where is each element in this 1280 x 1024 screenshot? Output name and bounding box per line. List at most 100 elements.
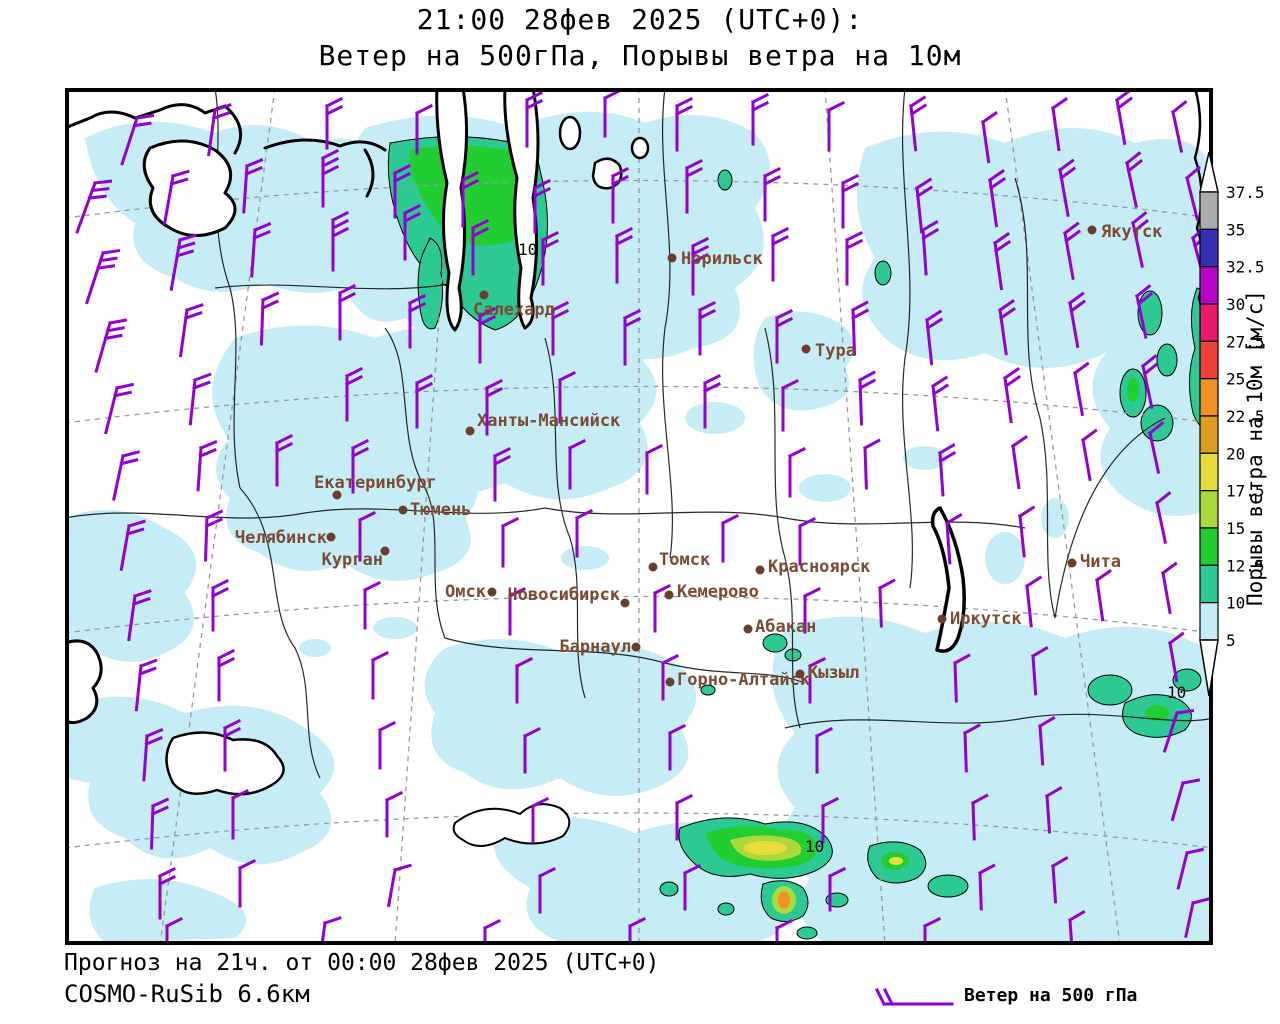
wind-barb-icon [114,449,138,502]
city-dot [399,506,408,515]
city-label: Екатеринбург [314,473,437,493]
colorbar-arrow-up [1200,152,1218,192]
wind-barb-icon [1096,571,1116,619]
wind-barb-icon [190,373,209,425]
city-label: Норильск [681,249,763,269]
city-dot [327,533,336,542]
colorbar: 37.53532.53027.52522.52017.51512.5105 По… [1196,148,1280,728]
footer: Прогноз на 21ч. от 00:00 28фев 2025 (UTC… [64,948,659,1010]
wind-barb-icon [1082,431,1104,480]
colorbar-segment [1200,192,1218,229]
model-info: COSMO-RuSib 6.6км [64,978,659,1010]
city-dot [756,566,765,575]
city-marker-Омск: Омск [445,582,496,602]
city-label: Новосибирск [507,585,620,605]
wind-barb-icon [240,861,254,906]
wind-barb-icon [1004,369,1025,421]
city-label: Челябинск [235,528,327,548]
city-marker-Барнаул: Барнаул [559,637,640,657]
city-dot [668,254,677,263]
city-dot [1088,226,1097,235]
city-label: Якутск [1101,222,1162,242]
colorbar-segment [1200,565,1218,602]
wind-barb-icon [865,441,881,488]
city-dot [744,625,753,634]
wind-barb-icon [373,653,387,698]
wind-barb-icon [365,583,379,628]
city-marker-Красноярск: Красноярск [756,557,871,577]
city-dot [796,670,805,679]
wind-barb-icon [1116,91,1139,144]
contour-label: 10 [518,240,537,259]
wind-barb-icon [1162,564,1184,613]
colorbar-segment [1200,453,1218,490]
colorbar-segment [1200,341,1218,378]
colorbar-tick-label: 5 [1226,631,1236,650]
city-marker-Норильск: Норильск [668,249,763,269]
wind-barb-icon [860,373,876,424]
weather-map-page: { "title": { "line1": "21:00 28фев 2025 … [0,0,1280,1024]
colorbar-tick-label: 37.5 [1226,183,1265,202]
colorbar-arrow-down [1200,640,1218,696]
city-label: Иркутск [950,609,1022,629]
city-marker-Курган: Курган [322,547,390,571]
colorbar-segment [1200,379,1218,416]
wind-barb-icon [219,651,233,700]
map-title: 21:00 28фев 2025 (UTC+0): Ветер на 500гП… [0,2,1280,74]
wind-barb-icon [380,723,394,768]
colorbar-segment [1200,229,1218,266]
wind-barb-icon [87,246,119,306]
city-marker-Чита: Чита [1068,552,1121,572]
contour-label: 10 [1167,683,1186,702]
colorbar-segment [1200,267,1218,304]
city-dot [1068,559,1077,568]
wind-legend-label: Ветер на 500 гПа [964,985,1137,1006]
city-marker-Томск: Томск [649,550,711,572]
wind-barb-icon [1026,578,1045,626]
forecast-info: Прогноз на 21ч. от 00:00 28фев 2025 (UTC… [64,948,659,978]
city-label: Ханты-Мансийск [477,411,620,431]
wind-barb-icon [647,446,661,493]
city-dot [666,678,675,687]
colorbar-segment [1200,304,1218,341]
wind-barb-icon [96,316,125,375]
contour-label: 10 [805,837,824,856]
city-label: Кызыл [808,663,859,683]
colorbar-tick-label: 35 [1226,220,1245,239]
city-label: Абакан [755,617,816,637]
wind-barb-icon [1019,508,1038,556]
wind-barb-icon [198,441,215,491]
city-marker-Челябинск: Челябинск [235,528,336,548]
title-variables: Ветер на 500гПа, Порывы ветра на 10м [0,38,1280,74]
city-label: Тюмень [410,500,471,520]
city-marker-Иркутск: Иркутск [938,609,1022,629]
wind-barb-icon [773,229,787,280]
wind-barb-icon [389,863,410,908]
wind-barb-icon [877,990,952,1004]
colorbar-title: Порывы ветра на 10м [м/с] [1243,290,1267,606]
wind-barb-icon [723,516,737,561]
colorbar-segment [1200,491,1218,528]
wind-barb-icon [206,511,222,560]
wind-barb-icon [940,445,957,495]
city-dot [621,599,630,608]
city-label: Омск [445,582,486,602]
city-label: Томск [659,550,710,570]
city-marker-Горно-Алтайск: Горно-Алтайск [666,670,811,690]
city-label: Горно-Алтайск [677,670,810,690]
city-dot [802,345,811,354]
city-marker-Новосибирск: Новосибирск [507,585,629,608]
city-dot [466,427,475,436]
wind-legend: Ветер на 500 гПа [872,980,1137,1010]
city-label: Чита [1080,552,1121,572]
map-canvas: 101010 НорильскСалехардТураЯкутскХанты-М… [65,88,1213,945]
wind-barb-icon [932,378,951,430]
city-label: Курган [322,550,383,570]
city-dot [938,615,947,624]
city-dot [480,291,489,300]
city-label: Салехард [473,300,555,320]
map-svg: 101010 НорильскСалехардТураЯкутскХанты-М… [65,88,1213,945]
colorbar-segment [1200,603,1218,640]
colorbar-tick-label: 32.5 [1226,258,1265,277]
wind-barb-icon [829,103,843,150]
